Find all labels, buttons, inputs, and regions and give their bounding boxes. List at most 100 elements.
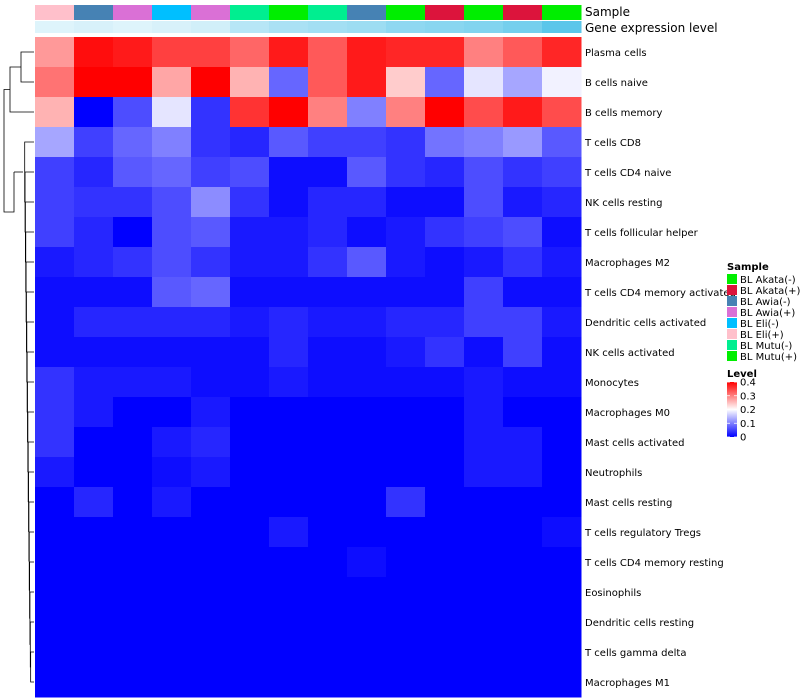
legend-entry-label: BL Awia(-) <box>740 297 791 308</box>
heatmap-cell <box>191 547 231 578</box>
heatmap-cell <box>542 277 582 308</box>
heatmap-cell <box>347 367 387 398</box>
heatmap-cell <box>425 37 465 68</box>
heatmap-cell <box>35 517 75 548</box>
dendrogram-branch <box>20 51 34 83</box>
heatmap-cell <box>308 547 348 578</box>
heatmap-cell <box>230 547 270 578</box>
dendrogram-branch <box>9 66 34 113</box>
legend-swatch <box>727 318 737 328</box>
heatmap-cell <box>347 397 387 428</box>
heatmap-cell <box>464 487 504 518</box>
heatmap-cell <box>386 127 426 158</box>
heatmap-cell <box>113 397 153 428</box>
heatmap-cell <box>74 97 114 128</box>
heatmap-cell <box>74 427 114 458</box>
heatmap-cell <box>347 67 387 98</box>
heatmap-cell <box>74 397 114 428</box>
heatmap-cell <box>347 667 387 698</box>
heatmap-cell <box>152 667 192 698</box>
row-label: Eosinophils <box>585 588 641 599</box>
heatmap-cell <box>308 487 348 518</box>
heatmap-cell <box>542 457 582 488</box>
heatmap-cell <box>347 457 387 488</box>
heatmap-cell <box>230 367 270 398</box>
heatmap-cell <box>113 67 153 98</box>
level-tick-label: 0.1 <box>740 419 756 430</box>
heatmap-cell <box>347 97 387 128</box>
heatmap-cell <box>542 397 582 428</box>
heatmap-cell <box>425 547 465 578</box>
heatmap-cell <box>386 277 426 308</box>
heatmap-cell <box>503 127 543 158</box>
heatmap-cell <box>269 247 309 278</box>
heatmap-cell <box>74 547 114 578</box>
heatmap-cell <box>425 457 465 488</box>
heatmap-cell <box>191 217 231 248</box>
gene-expression-cell <box>74 21 114 33</box>
row-label: T cells follicular helper <box>584 228 699 239</box>
sample-annotation-cell <box>386 5 426 20</box>
heatmap-cell <box>74 637 114 668</box>
gene-expression-cell <box>269 21 309 33</box>
heatmap-cell <box>230 277 270 308</box>
sample-annotation-cell <box>230 5 270 20</box>
heatmap-cell <box>386 637 426 668</box>
heatmap-cell <box>152 577 192 608</box>
heatmap-cell <box>425 247 465 278</box>
heatmap-cell <box>152 127 192 158</box>
heatmap-cell <box>269 277 309 308</box>
heatmap-cell <box>191 607 231 638</box>
heatmap-cell <box>503 577 543 608</box>
gene-expression-cell <box>191 21 231 33</box>
legend-swatch <box>727 274 737 284</box>
heatmap-cell <box>35 637 75 668</box>
heatmap-cell <box>386 337 426 368</box>
heatmap-cell <box>425 367 465 398</box>
sample-annotation-cell <box>503 5 543 20</box>
heatmap-cell <box>542 217 582 248</box>
heatmap-cell <box>386 367 426 398</box>
row-label: T cells regulatory Tregs <box>584 528 701 539</box>
heatmap-cell <box>308 187 348 218</box>
heatmap-cell <box>35 307 75 338</box>
heatmap-cell <box>308 667 348 698</box>
heatmap-cell <box>152 427 192 458</box>
heatmap-cell <box>503 247 543 278</box>
heatmap-cell <box>464 607 504 638</box>
heatmap-cell <box>464 277 504 308</box>
heatmap-cell <box>503 607 543 638</box>
heatmap-cell <box>386 517 426 548</box>
heatmap-cell <box>269 367 309 398</box>
heatmap-cell <box>347 307 387 338</box>
heatmap-cell <box>425 67 465 98</box>
heatmap-cell <box>113 307 153 338</box>
heatmap-cell <box>269 157 309 188</box>
heatmap-cell <box>230 337 270 368</box>
heatmap-cell <box>503 217 543 248</box>
heatmap-cell <box>425 577 465 608</box>
sample-legend: Sample BL Akata(-)BL Akata(+)BL Awia(-)B… <box>727 262 800 363</box>
heatmap-cell <box>35 157 75 188</box>
heatmap-cell <box>347 577 387 608</box>
heatmap-cell <box>464 337 504 368</box>
heatmap-cell <box>347 217 387 248</box>
heatmap-cell <box>74 217 114 248</box>
sample-annotation-bar <box>35 5 582 20</box>
legend-entry-label: BL Mutu(+) <box>740 352 797 363</box>
heatmap-cell <box>113 487 153 518</box>
heatmap-cell <box>269 397 309 428</box>
sample-annotation-cell <box>542 5 582 20</box>
sample-legend-title: Sample <box>727 262 769 273</box>
heatmap-cell <box>503 187 543 218</box>
heatmap-cell <box>191 457 231 488</box>
heatmap-cell <box>152 97 192 128</box>
row-label: NK cells resting <box>585 198 662 209</box>
gene-expression-cell <box>386 21 426 33</box>
heatmap-cell <box>269 427 309 458</box>
heatmap-cell <box>464 307 504 338</box>
heatmap-cell <box>464 127 504 158</box>
legend-entry-label: BL Mutu(-) <box>740 341 792 352</box>
heatmap-cell <box>542 187 582 218</box>
row-label: Macrophages M2 <box>585 258 670 269</box>
